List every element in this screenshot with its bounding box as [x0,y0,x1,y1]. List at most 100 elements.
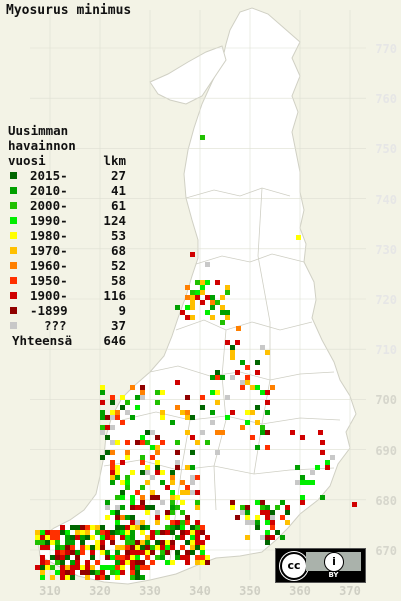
legend-swatch [10,232,17,239]
observation-square [160,555,165,560]
observation-square [170,505,175,510]
observation-square [130,415,135,420]
observation-square [200,395,205,400]
observation-square [160,470,165,475]
legend-count: 68 [110,243,126,258]
observation-square [80,540,85,545]
observation-square [180,535,185,540]
observation-square [245,410,250,415]
observation-square [45,565,50,570]
observation-square [195,530,200,535]
observation-square [205,262,210,267]
observation-square [130,535,135,540]
legend-row: 1980- 53 [8,228,130,243]
observation-square [110,450,115,455]
observation-square [130,500,135,505]
observation-square [185,530,190,535]
observation-square [170,475,175,480]
observation-square [195,535,200,540]
legend-count: 52 [110,258,126,273]
observation-square [130,530,135,535]
observation-square [55,570,60,575]
observation-squares [35,135,357,580]
observation-square [155,465,160,470]
observation-square [240,380,245,385]
observation-square [125,540,130,545]
observation-square [190,305,195,310]
observation-square [200,135,205,140]
observation-square [300,495,305,500]
observation-square [180,545,185,550]
observation-square [205,535,210,540]
observation-square [140,395,145,400]
observation-square [65,575,70,580]
observation-square [140,545,145,550]
observation-square [225,315,230,320]
observation-square [80,550,85,555]
observation-square [155,530,160,535]
observation-square [185,315,190,320]
observation-square [170,500,175,505]
observation-square [55,535,60,540]
observation-square [220,430,225,435]
observation-square [120,545,125,550]
legend-col-count: lkm [103,153,126,168]
observation-square [210,420,215,425]
cc-by-license-badge[interactable]: cc i BY [275,548,366,583]
observation-square [200,545,205,550]
observation-square [115,525,120,530]
observation-square [245,365,250,370]
observation-square [240,385,245,390]
observation-square [130,385,135,390]
observation-square [55,550,60,555]
observation-square [255,500,260,505]
observation-square [95,530,100,535]
observation-square [270,385,275,390]
observation-square [115,575,120,580]
observation-square [50,535,55,540]
observation-square [125,530,130,535]
legend-count: 37 [110,318,126,333]
observation-square [40,540,45,545]
observation-square [135,395,140,400]
observation-square [190,525,195,530]
observation-square [190,415,195,420]
observation-square [325,460,330,465]
observation-square [85,525,90,530]
observation-square [160,545,165,550]
observation-square [110,565,115,570]
observation-square [210,295,215,300]
observation-square [125,410,130,415]
observation-square [190,550,195,555]
legend-total-row: Yhteensä 646 [8,333,130,348]
observation-square [175,520,180,525]
observation-square [165,515,170,520]
observation-square [140,530,145,535]
observation-square [90,570,95,575]
legend-period-label: 1990- [30,213,68,228]
observation-square [265,445,270,450]
observation-square [115,510,120,515]
observation-square [125,440,130,445]
observation-square [120,395,125,400]
observation-square [205,560,210,565]
observation-square [296,235,301,240]
observation-square [255,370,260,375]
observation-square [285,520,290,525]
observation-square [115,555,120,560]
observation-square [90,550,95,555]
observation-square [235,340,240,345]
observation-square [110,460,115,465]
observation-square [180,480,185,485]
observation-square [120,535,125,540]
y-axis-label: 720 [375,293,397,307]
observation-square [155,520,160,525]
observation-square [215,430,220,435]
observation-square [150,545,155,550]
grid-lines [30,10,366,580]
observation-square [215,390,220,395]
observation-square [330,455,335,460]
observation-square [125,555,130,560]
observation-square [230,500,235,505]
